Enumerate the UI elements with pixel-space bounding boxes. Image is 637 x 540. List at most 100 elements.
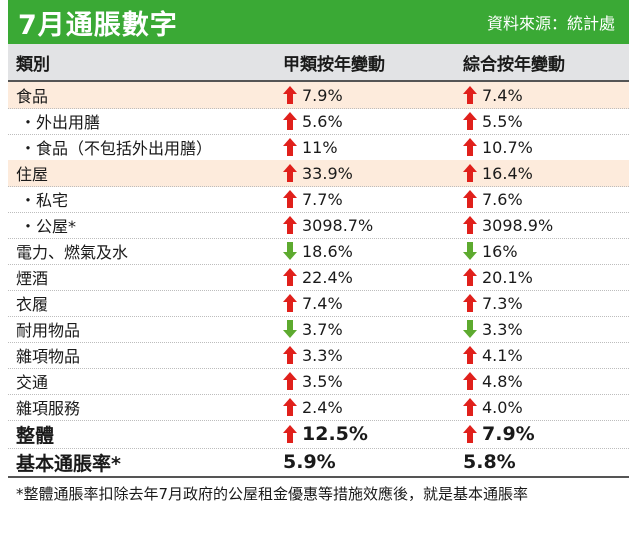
arrow-down-icon bbox=[463, 320, 477, 338]
row-composite-value-text: 7.3% bbox=[482, 293, 523, 313]
arrow-up-icon bbox=[283, 398, 297, 416]
row-type-a-value: 3.5% bbox=[283, 368, 343, 394]
row-composite-value-text: 4.8% bbox=[482, 371, 523, 391]
row-category: ・外出用膳 bbox=[20, 113, 101, 132]
row-category: 雜項服務 bbox=[16, 399, 81, 418]
table-row: ・私宅 7.7% 7.6% bbox=[8, 186, 629, 213]
row-composite-value-text: 7.4% bbox=[482, 85, 523, 105]
row-type-a-value: 7.7% bbox=[283, 186, 343, 212]
total-composite-value: 7.9% bbox=[463, 420, 535, 448]
row-composite-value: 7.6% bbox=[463, 186, 523, 212]
row-type-a-value-text: 3098.7% bbox=[302, 215, 374, 235]
row-type-a-value-text: 18.6% bbox=[302, 241, 353, 261]
arrow-up-icon bbox=[283, 164, 297, 182]
footnote: *整體通脹率扣除去年7月政府的公屋租金優惠等措施效應後，就是基本通脹率 bbox=[16, 485, 529, 503]
row-composite-value-text: 10.7% bbox=[482, 137, 533, 157]
arrow-up-icon bbox=[463, 138, 477, 156]
row-category: 耐用物品 bbox=[16, 321, 81, 340]
source-label: 資料來源：統計處 bbox=[486, 14, 615, 33]
row-category: 雜項物品 bbox=[16, 347, 81, 366]
row-type-a-value: 5.6% bbox=[283, 108, 343, 134]
row-composite-value: 4.8% bbox=[463, 368, 523, 394]
arrow-up-icon bbox=[283, 138, 297, 156]
arrow-up-icon bbox=[463, 86, 477, 104]
total-row: 整體 12.5% 7.9% bbox=[8, 420, 629, 449]
table-row: 食品 7.9% 7.4% bbox=[8, 82, 629, 109]
arrow-up-icon bbox=[283, 372, 297, 390]
row-category: ・私宅 bbox=[20, 191, 69, 210]
row-category: ・公屋* bbox=[20, 217, 77, 236]
arrow-up-icon bbox=[283, 216, 297, 234]
arrow-up-icon bbox=[463, 190, 477, 208]
total-row: 基本通脹率* 5.9% 5.8% bbox=[8, 448, 629, 478]
arrow-up-icon bbox=[283, 294, 297, 312]
total-type-a-value: 5.9% bbox=[283, 448, 336, 476]
row-composite-value: 4.0% bbox=[463, 394, 523, 420]
row-type-a-value-text: 7.9% bbox=[302, 85, 343, 105]
arrow-down-icon bbox=[283, 242, 297, 260]
row-composite-value: 5.5% bbox=[463, 108, 523, 134]
row-type-a-value-text: 3.5% bbox=[302, 371, 343, 391]
total-type-a-value-text: 12.5% bbox=[302, 423, 368, 445]
row-type-a-value: 18.6% bbox=[283, 238, 353, 264]
col-header-composite: 綜合按年變動 bbox=[463, 54, 565, 75]
row-type-a-value: 3098.7% bbox=[283, 212, 373, 238]
table-row: 雜項服務 2.4% 4.0% bbox=[8, 394, 629, 421]
col-header-type-a: 甲類按年變動 bbox=[283, 54, 385, 75]
row-type-a-value-text: 5.6% bbox=[302, 111, 343, 131]
row-type-a-value-text: 7.7% bbox=[302, 189, 343, 209]
row-composite-value-text: 4.0% bbox=[482, 397, 523, 417]
row-type-a-value-text: 11% bbox=[302, 137, 338, 157]
row-type-a-value: 11% bbox=[283, 134, 338, 160]
page-title: 7月通脹數字 bbox=[18, 9, 178, 41]
row-composite-value: 20.1% bbox=[463, 264, 533, 290]
row-composite-value-text: 5.5% bbox=[482, 111, 523, 131]
table-row: 耐用物品 3.7% 3.3% bbox=[8, 316, 629, 343]
row-type-a-value-text: 3.3% bbox=[302, 345, 343, 365]
row-composite-value: 4.1% bbox=[463, 342, 523, 368]
arrow-up-icon bbox=[283, 190, 297, 208]
table-header: 類別 甲類按年變動 綜合按年變動 bbox=[8, 44, 629, 82]
row-composite-value: 3.3% bbox=[463, 316, 523, 342]
table-row: ・公屋* 3098.7% 3098.9% bbox=[8, 212, 629, 239]
row-composite-value: 16.4% bbox=[463, 160, 533, 186]
row-type-a-value-text: 7.4% bbox=[302, 293, 343, 313]
total-category: 整體 bbox=[16, 424, 55, 447]
row-category: ・食品（不包括外出用膳） bbox=[20, 139, 213, 158]
row-category: 衣履 bbox=[16, 295, 49, 314]
row-type-a-value-text: 22.4% bbox=[302, 267, 353, 287]
table-row: 煙酒 22.4% 20.1% bbox=[8, 264, 629, 291]
arrow-up-icon bbox=[283, 86, 297, 104]
total-composite-value: 5.8% bbox=[463, 448, 516, 476]
table-row: ・外出用膳 5.6% 5.5% bbox=[8, 108, 629, 135]
row-composite-value: 3098.9% bbox=[463, 212, 553, 238]
total-composite-value-text: 7.9% bbox=[482, 423, 535, 445]
arrow-up-icon bbox=[283, 112, 297, 130]
header-bar: 7月通脹數字 資料來源：統計處 bbox=[8, 0, 629, 44]
arrow-up-icon bbox=[463, 398, 477, 416]
table-row: 雜項物品 3.3% 4.1% bbox=[8, 342, 629, 369]
arrow-down-icon bbox=[463, 242, 477, 260]
row-category: 食品 bbox=[16, 87, 49, 106]
row-composite-value-text: 16.4% bbox=[482, 163, 533, 183]
row-type-a-value: 22.4% bbox=[283, 264, 353, 290]
total-type-a-value: 12.5% bbox=[283, 420, 368, 448]
table-row: 住屋 33.9% 16.4% bbox=[8, 160, 629, 187]
arrow-up-icon bbox=[463, 164, 477, 182]
row-type-a-value-text: 33.9% bbox=[302, 163, 353, 183]
row-type-a-value-text: 3.7% bbox=[302, 319, 343, 339]
row-category: 交通 bbox=[16, 373, 49, 392]
row-composite-value: 7.4% bbox=[463, 82, 523, 108]
arrow-up-icon bbox=[283, 425, 297, 443]
row-composite-value: 16% bbox=[463, 238, 518, 264]
row-composite-value-text: 16% bbox=[482, 241, 518, 261]
arrow-up-icon bbox=[463, 372, 477, 390]
row-category: 住屋 bbox=[16, 165, 49, 184]
row-category: 煙酒 bbox=[16, 269, 49, 288]
table-row: 衣履 7.4% 7.3% bbox=[8, 290, 629, 317]
arrow-up-icon bbox=[283, 268, 297, 286]
total-category: 基本通脹率* bbox=[16, 452, 121, 475]
row-type-a-value: 7.9% bbox=[283, 82, 343, 108]
row-category: 電力、燃氣及水 bbox=[16, 243, 129, 262]
